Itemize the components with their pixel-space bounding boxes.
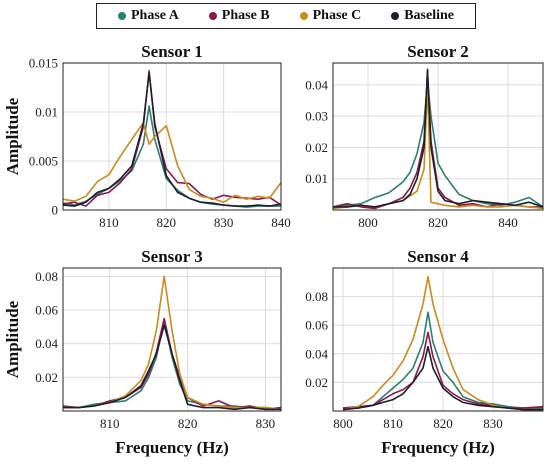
y-tick-label: 0.04 [305, 346, 328, 361]
axes-box [332, 267, 544, 412]
legend-entry-baseline[interactable]: Baseline [391, 8, 454, 24]
x-tick-label: 830 [256, 416, 276, 431]
sensor-panel-1: 810 820 830 840 0 0.005 0.01 0.015 Sensor 1 Ampli… [3, 42, 291, 230]
sensor-panel-4: 800 810 820 830 0.02 0.04 0.06 0.08 Sensor 4 Freq… [305, 247, 544, 457]
series-line-phase-c [63, 122, 281, 203]
y-tick-label: 0.02 [35, 370, 58, 385]
sensor-panel-2: 800 820 840 0.01 0.02 0.03 0.04 Sensor 2 [305, 42, 544, 230]
legend-marker-phase-b [208, 12, 217, 20]
y-tick-label: 0.02 [305, 140, 328, 155]
legend-label-baseline: Baseline [404, 8, 454, 23]
series-line-baseline [333, 68, 543, 208]
legend-entry-phase-a[interactable]: Phase A [117, 8, 179, 24]
x-tick-label: 820 [178, 416, 198, 431]
x-tick-label: 810 [100, 416, 120, 431]
x-tick-label: 820 [157, 215, 177, 230]
axes-box [62, 62, 282, 211]
legend-entry-phase-b[interactable]: Phase B [208, 8, 270, 24]
panel-title: Sensor 4 [407, 247, 469, 266]
legend-label-phase-c: Phase C [312, 8, 362, 23]
legend-marker-phase-c [299, 12, 308, 20]
series-line-phase-a [343, 311, 543, 409]
legend-marker-phase-a [117, 12, 126, 20]
axes-box [332, 62, 544, 211]
legend-marker-baseline [391, 12, 400, 20]
x-tick-label: 840 [498, 215, 518, 230]
y-axis-label: Amplitude [3, 300, 22, 378]
y-tick-label: 0.03 [305, 109, 328, 124]
series-line-baseline [342, 345, 543, 411]
x-tick-label: 840 [271, 215, 291, 230]
y-tick-label: 0.06 [305, 318, 328, 333]
panel-title: Sensor 2 [407, 42, 469, 61]
plot-area [63, 63, 281, 210]
plot-area [63, 268, 281, 411]
x-tick-label: 810 [383, 416, 403, 431]
y-tick-label: 0.02 [305, 375, 328, 390]
x-tick-label: 820 [428, 215, 448, 230]
x-tick-label: 810 [99, 215, 119, 230]
series-line-baseline [63, 324, 281, 411]
y-tick-label: 0.005 [29, 154, 58, 169]
series-line-phase-c [342, 275, 543, 411]
x-tick-label: 800 [333, 416, 353, 431]
legend-label-phase-a: Phase A [130, 8, 179, 23]
plot-area [333, 268, 543, 411]
y-tick-label: 0.08 [305, 289, 328, 304]
legend-label-phase-b: Phase B [221, 8, 270, 23]
x-axis-label: Frequency (Hz) [381, 438, 494, 457]
y-tick-label: 0 [52, 203, 59, 218]
y-tick-label: 0.08 [35, 269, 58, 284]
legend: Phase A Phase B Phase C Baseline [96, 3, 476, 29]
series-line-baseline [63, 72, 281, 207]
sensor-panel-3: 810 820 830 0.02 0.04 0.06 0.08 Sensor 3 Frequen… [3, 247, 282, 457]
panel-title: Sensor 3 [141, 247, 203, 266]
legend-entry-phase-c[interactable]: Phase C [299, 8, 362, 24]
y-axis-label: Amplitude [3, 97, 22, 175]
x-tick-label: 820 [433, 416, 453, 431]
axes-box [62, 267, 282, 412]
y-tick-label: 0.01 [305, 171, 328, 186]
panel-title: Sensor 1 [141, 42, 203, 61]
y-tick-label: 0.04 [305, 77, 328, 92]
x-axis-label: Frequency (Hz) [115, 438, 228, 457]
x-tick-label: 830 [214, 215, 234, 230]
y-tick-label: 0.01 [35, 105, 58, 120]
y-tick-label: 0.015 [29, 56, 58, 71]
y-tick-label: 0.06 [35, 303, 58, 318]
x-tick-label: 830 [483, 416, 503, 431]
x-tick-label: 800 [358, 215, 378, 230]
y-tick-label: 0.04 [35, 336, 58, 351]
